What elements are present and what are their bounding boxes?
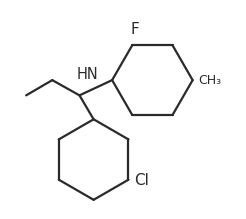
Text: Cl: Cl xyxy=(134,173,149,188)
Text: F: F xyxy=(130,22,139,37)
Text: HN: HN xyxy=(76,67,98,82)
Text: CH₃: CH₃ xyxy=(198,74,221,87)
